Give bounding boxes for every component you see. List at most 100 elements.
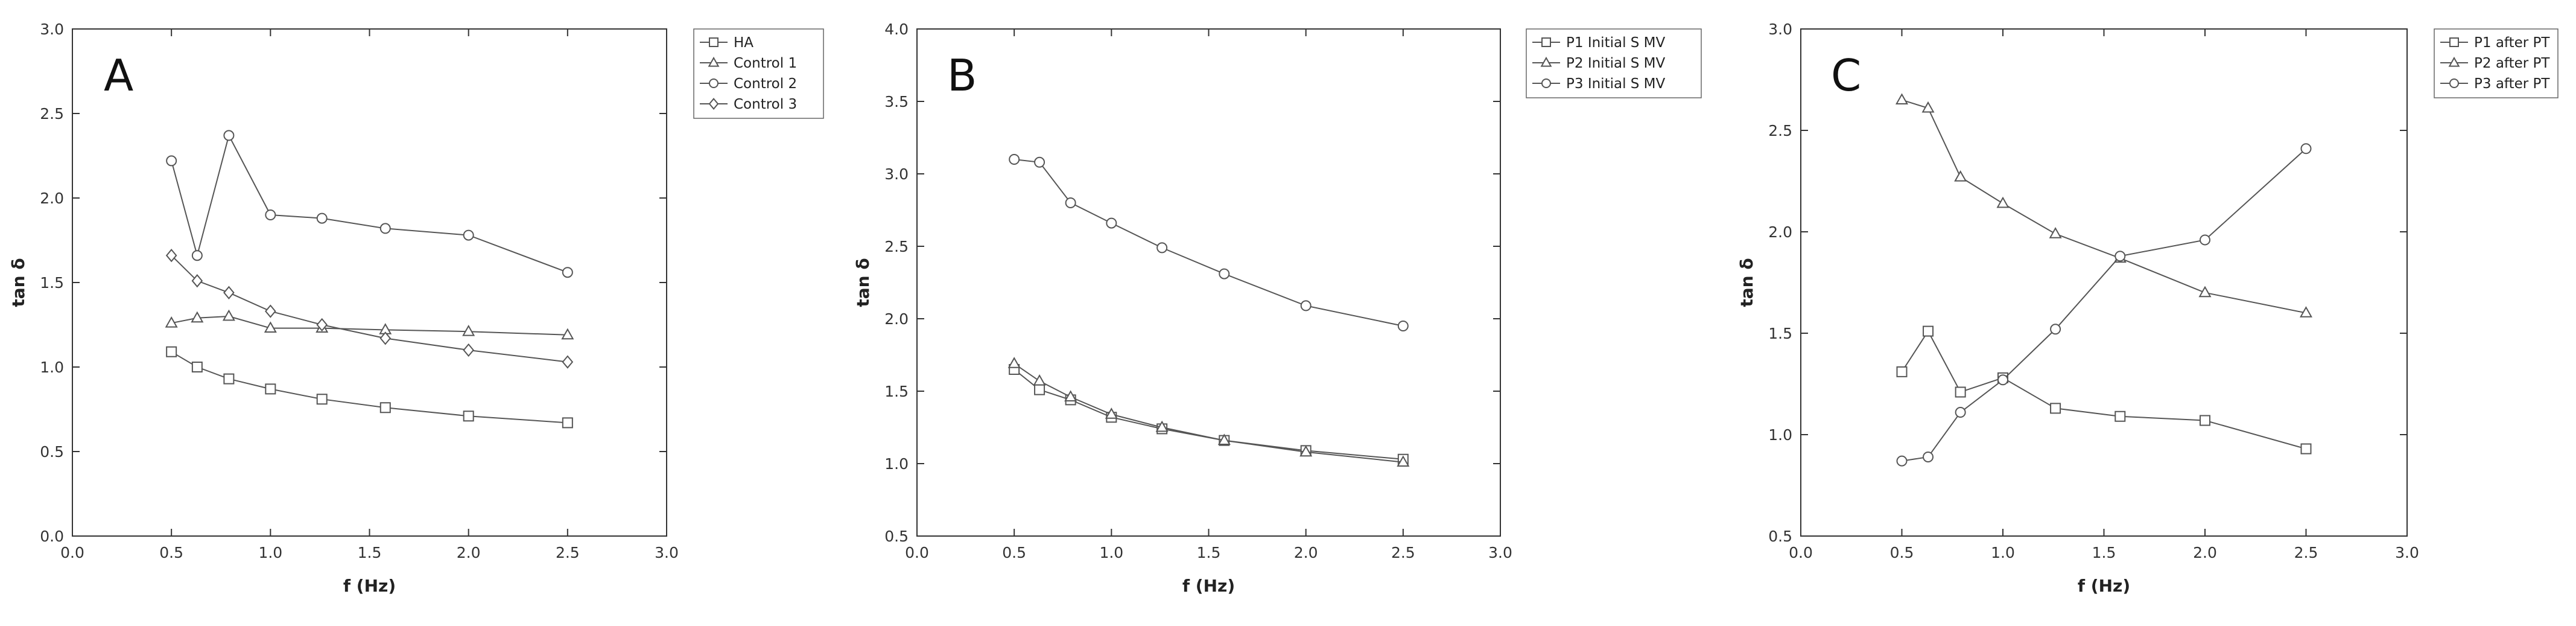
y-tick-label: 2.5 [884,238,909,255]
data-point [562,267,573,278]
series-line [171,351,568,424]
data-point [1009,154,1020,165]
data-point [1156,242,1168,254]
x-tick-label: 0.0 [1789,544,1813,561]
y-tick-label: 1.5 [1768,325,1792,342]
data-point [2199,234,2211,246]
data-point [1397,321,1409,331]
data-point [462,324,475,336]
data-point [2050,324,2061,335]
data-point [1955,386,1966,398]
legend-label: P3 after PT [2474,76,2550,92]
data-point [2114,410,2126,422]
legend: P1 Initial S MV P2 Initial S MV P3 Initial… [1526,28,1702,98]
y-axis-title: tan δ [853,258,873,307]
y-tick-label: 2.0 [40,190,64,207]
data-point [316,212,328,224]
data-point [316,394,328,405]
x-axis-title: f (Hz) [343,576,396,596]
legend: P1 after PT P2 after PT P3 after PT [2434,28,2559,98]
data-point [165,316,178,328]
data-point [191,250,203,261]
data-point [2049,227,2062,238]
x-tick-label: 1.5 [1197,544,1221,561]
series-line [171,133,568,273]
data-point [463,229,474,241]
data-point [1954,170,1967,182]
legend-marker [708,56,720,67]
data-point [222,309,235,321]
x-tick-label: 3.0 [655,544,679,561]
x-tick-label: 2.5 [556,544,580,561]
x-tick-label: 1.5 [358,544,382,561]
series-line [1901,330,2306,450]
series-p2-initial-s-mv [1007,357,1410,467]
data-point [1007,357,1021,368]
legend-marker [1541,37,1551,47]
data-point [562,355,574,369]
data-point [1895,93,1909,104]
legend-marker [709,37,719,47]
data-point [1155,420,1169,432]
plot-frame [72,28,667,537]
y-tick-label: 2.5 [1768,122,1792,139]
data-point [2299,306,2313,318]
y-tick-label: 2.0 [1768,223,1792,241]
data-point [223,373,235,385]
legend-label: HA [734,35,753,51]
data-point [191,362,203,372]
plot-frame [916,28,1501,537]
panel-letter: A [104,50,133,101]
data-point [2050,403,2061,414]
data-point [1064,390,1077,401]
legend-label: P1 after PT [2474,35,2550,51]
x-tick-label: 1.0 [258,544,282,561]
y-tick-label: 4.0 [884,21,909,38]
series-line [1902,99,2306,314]
series-line [1014,363,1403,463]
y-tick-label: 1.0 [40,359,64,376]
legend-label: Control 2 [734,76,797,92]
data-point [1105,407,1118,419]
y-tick-label: 1.0 [884,455,909,473]
data-point [1896,366,1908,377]
data-point [166,155,177,167]
data-point [265,304,276,318]
legend-marker [708,98,719,110]
series-p2-after-pt [1895,93,2313,318]
data-point [265,383,276,395]
panel-A: 0.0 0.5 1.0 1.5 2.0 2.5 3.0 0.0 0.5 1.0 1.5 2.0 2.5 3… [8,21,824,596]
data-point [562,417,573,429]
data-point [191,311,204,323]
legend-label: P1 Initial S MV [1566,35,1666,51]
series-ha [166,346,573,429]
x-tick-label: 3.0 [2395,544,2419,561]
data-point [1996,196,2010,208]
data-point [379,223,391,234]
panel-B: 0.0 0.5 1.0 1.5 2.0 2.5 3.00.51.01.52.02.53.03… [853,21,1702,596]
legend-label: P2 after PT [2474,56,2550,71]
series-p3-after-pt [1896,143,2312,467]
data-point [166,346,177,357]
data-point [1065,197,1076,208]
data-point [265,209,276,220]
data-point [1955,407,1966,418]
x-axis-title: f (Hz) [1182,576,1235,596]
x-tick-label: 0.5 [159,544,183,561]
data-point [1921,101,1935,113]
data-point [316,318,328,332]
series-p1-initial-s-mv [1009,364,1409,465]
series-control-2 [166,130,573,278]
legend-label: Control 3 [734,97,797,112]
data-point [1299,445,1313,457]
y-tick-label: 0.5 [884,528,909,545]
y-tick-label: 3.0 [884,165,909,183]
series-line [1014,159,1404,327]
plot-frame [1800,28,2408,537]
x-tick-label: 3.0 [1488,544,1512,561]
data-point [1300,300,1312,311]
legend-marker [1541,78,1552,88]
legend-marker [2448,56,2460,67]
series-line [171,315,568,336]
y-tick-label: 3.5 [884,93,909,110]
